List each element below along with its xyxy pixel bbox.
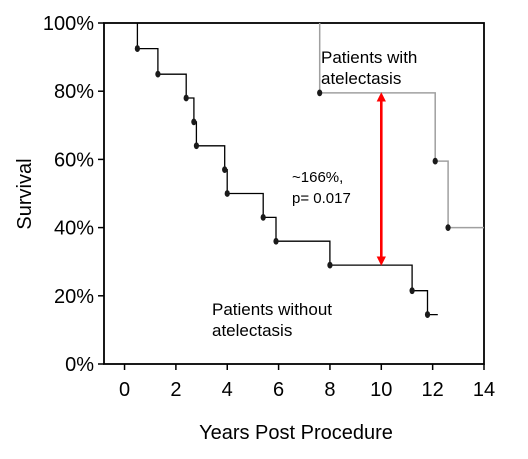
x-axis-ticks: 0 2 4 6 8 10 12 14 xyxy=(119,364,495,401)
x-tick-label: 12 xyxy=(422,379,444,401)
series-label-with-atelectasis: Patients with xyxy=(321,48,417,67)
x-tick-label: 6 xyxy=(273,379,284,401)
y-tick-label: 40% xyxy=(54,218,94,240)
event-marker-without-atelectasis xyxy=(260,213,266,221)
series-label-without-atelectasis: atelectasis xyxy=(212,321,292,340)
event-marker-without-atelectasis xyxy=(134,45,140,52)
event-marker-without-atelectasis xyxy=(193,142,200,150)
event-marker-with-atelectasis xyxy=(317,89,323,97)
x-tick-label: 0 xyxy=(119,379,130,401)
series-label-without-atelectasis: Patients without xyxy=(212,300,332,319)
event-marker-with-atelectasis xyxy=(445,224,451,232)
event-marker-without-atelectasis xyxy=(155,70,161,78)
y-axis-ticks: 0% 20% 40% 60% 80% 100% xyxy=(43,13,104,376)
x-tick-label: 4 xyxy=(222,379,233,401)
annotation-text: ~166%, xyxy=(292,169,343,186)
event-marker-without-atelectasis xyxy=(424,311,431,318)
annotation-layer: ~166%, p= 0.017 xyxy=(292,92,386,266)
event-marker-without-atelectasis xyxy=(191,118,197,126)
y-tick-label: 80% xyxy=(54,81,94,103)
x-tick-label: 10 xyxy=(370,379,392,401)
x-tick-label: 14 xyxy=(473,379,495,401)
event-marker-without-atelectasis xyxy=(222,166,228,174)
plot-frame xyxy=(103,22,485,365)
event-marker-with-atelectasis xyxy=(432,157,438,165)
y-tick-label: 100% xyxy=(43,13,94,35)
annotation-text: p= 0.017 xyxy=(292,190,351,207)
y-axis-label: Survival xyxy=(14,158,36,229)
x-tick-label: 2 xyxy=(170,379,181,401)
x-tick-label: 8 xyxy=(324,379,335,401)
y-tick-label: 0% xyxy=(65,354,94,376)
event-marker-without-atelectasis xyxy=(224,190,230,197)
x-axis-label: Years Post Procedure xyxy=(199,422,393,444)
y-tick-label: 60% xyxy=(54,149,94,171)
event-marker-without-atelectasis xyxy=(183,94,189,102)
event-marker-without-atelectasis xyxy=(273,237,279,245)
series-label-with-atelectasis: atelectasis xyxy=(321,69,401,88)
event-marker-without-atelectasis xyxy=(409,287,415,295)
y-tick-label: 20% xyxy=(54,286,94,308)
series-layer: Patients with atelectasis Patients without… xyxy=(134,23,484,340)
event-marker-without-atelectasis xyxy=(327,261,333,269)
